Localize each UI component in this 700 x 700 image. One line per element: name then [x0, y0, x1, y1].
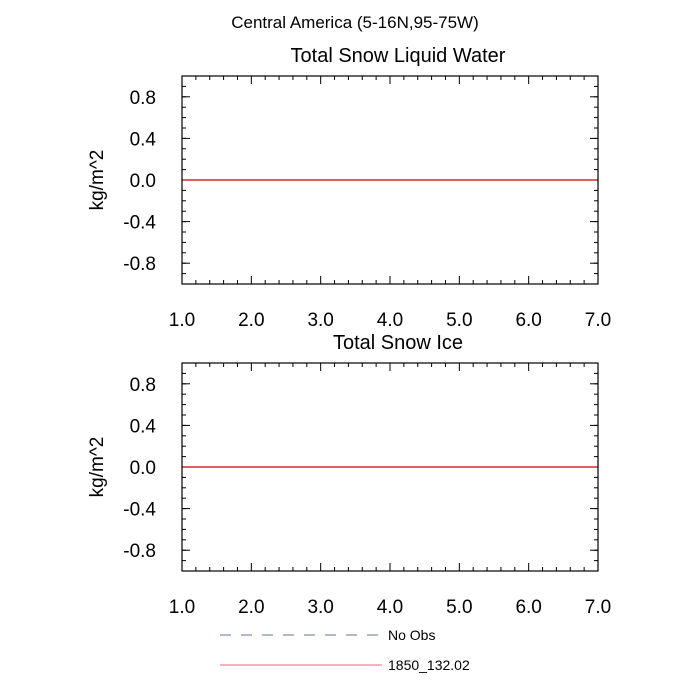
y-tick-label: 0.0: [130, 458, 156, 479]
x-tick-label: 7.0: [585, 310, 611, 331]
x-tick-label: 6.0: [515, 597, 541, 618]
chart-panel-1: Total Snow Liquid Water kg/m^2 0.8 0.4 0.0 -0…: [87, 45, 611, 331]
legend: No Obs 1850_132.02: [220, 627, 470, 673]
figure-title: Central America (5-16N,95-75W): [231, 13, 479, 32]
y-tick-label: 0.4: [130, 129, 157, 150]
chart-panel-2: Total Snow Ice kg/m^2 0.8 0.4 0.0 -0.4 -0.8 1.0…: [87, 332, 611, 618]
y-tick-label: 0.8: [130, 88, 156, 109]
legend-label: No Obs: [388, 627, 435, 643]
y-tick-label: -0.4: [123, 500, 156, 521]
x-tick-label: 4.0: [377, 310, 403, 331]
chart-panels: Total Snow Liquid Water kg/m^2 0.8 0.4 0.0 -0…: [87, 45, 611, 618]
panel-title: Total Snow Ice: [333, 332, 463, 354]
plot-frame: [181, 362, 599, 572]
y-axis-label: kg/m^2: [87, 437, 108, 498]
y-tick-label: -0.4: [123, 213, 156, 234]
x-tick-label: 2.0: [238, 597, 264, 618]
x-tick-label: 2.0: [238, 310, 264, 331]
x-tick-label: 5.0: [446, 310, 472, 331]
x-tick-label: 3.0: [307, 597, 333, 618]
x-tick-label: 7.0: [585, 597, 611, 618]
panel-title: Total Snow Liquid Water: [291, 45, 506, 67]
x-tick-label: 6.0: [515, 310, 541, 331]
y-tick-label: -0.8: [123, 254, 156, 275]
x-tick-label: 5.0: [446, 597, 472, 618]
y-tick-label: -0.8: [123, 541, 156, 562]
y-tick-label: 0.8: [130, 375, 156, 396]
x-tick-label: 1.0: [169, 310, 195, 331]
legend-label: 1850_132.02: [388, 657, 470, 673]
x-tick-label: 1.0: [169, 597, 195, 618]
plot-frame: [181, 75, 599, 285]
x-tick-label: 3.0: [307, 310, 333, 331]
y-axis-label: kg/m^2: [87, 150, 108, 211]
y-tick-label: 0.4: [130, 416, 157, 437]
y-tick-label: 0.0: [130, 171, 156, 192]
x-tick-label: 4.0: [377, 597, 403, 618]
